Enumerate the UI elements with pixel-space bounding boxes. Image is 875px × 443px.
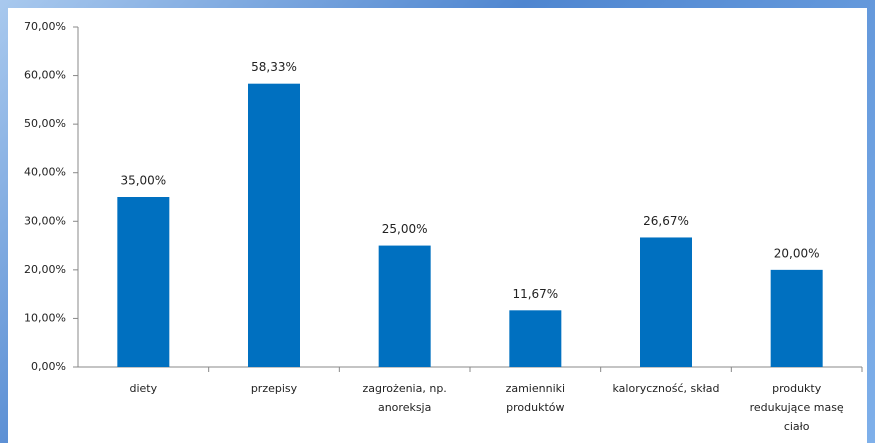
bar [640, 237, 692, 367]
y-tick-label: 20,00% [24, 263, 66, 276]
y-tick-label: 70,00% [24, 20, 66, 33]
data-label: 26,67% [643, 214, 689, 228]
x-tick-label: zamienniki [506, 382, 565, 395]
bar [770, 269, 823, 367]
x-tick-label: produkty [772, 382, 822, 395]
x-tick-label: produktów [506, 401, 564, 414]
x-tick-label: ciało [784, 420, 810, 433]
y-tick-label: 10,00% [24, 311, 66, 324]
x-tick-label: redukujące masę [750, 401, 844, 414]
y-tick-label: 40,00% [24, 166, 66, 179]
bar [378, 245, 431, 367]
bar [248, 83, 300, 367]
chart: 0,00% 10,00% 20,00% 30,00% 40,00% 50,00% 60,00… [24, 20, 863, 433]
x-tick-label: anoreksja [378, 401, 431, 414]
bar [509, 310, 562, 367]
x-tick-label: diety [130, 382, 158, 395]
y-tick-label: 50,00% [24, 117, 66, 130]
y-tick-label: 0,00% [31, 360, 66, 373]
data-label: 20,00% [774, 246, 820, 260]
y-tick-label: 60,00% [24, 69, 66, 82]
y-tick-label: 30,00% [24, 214, 66, 227]
data-label: 58,33% [251, 60, 297, 74]
x-tick-label: kaloryczność, skład [613, 382, 720, 395]
data-label: 25,00% [382, 222, 428, 236]
chart-area: 0,00% 10,00% 20,00% 30,00% 40,00% 50,00% 60,00… [8, 8, 867, 443]
data-label: 11,67% [512, 287, 558, 301]
x-tick-label: zagrożenia, np. [363, 382, 447, 395]
bar [117, 197, 170, 367]
x-tick-label: przepisy [251, 382, 298, 395]
data-label: 35,00% [120, 174, 166, 188]
